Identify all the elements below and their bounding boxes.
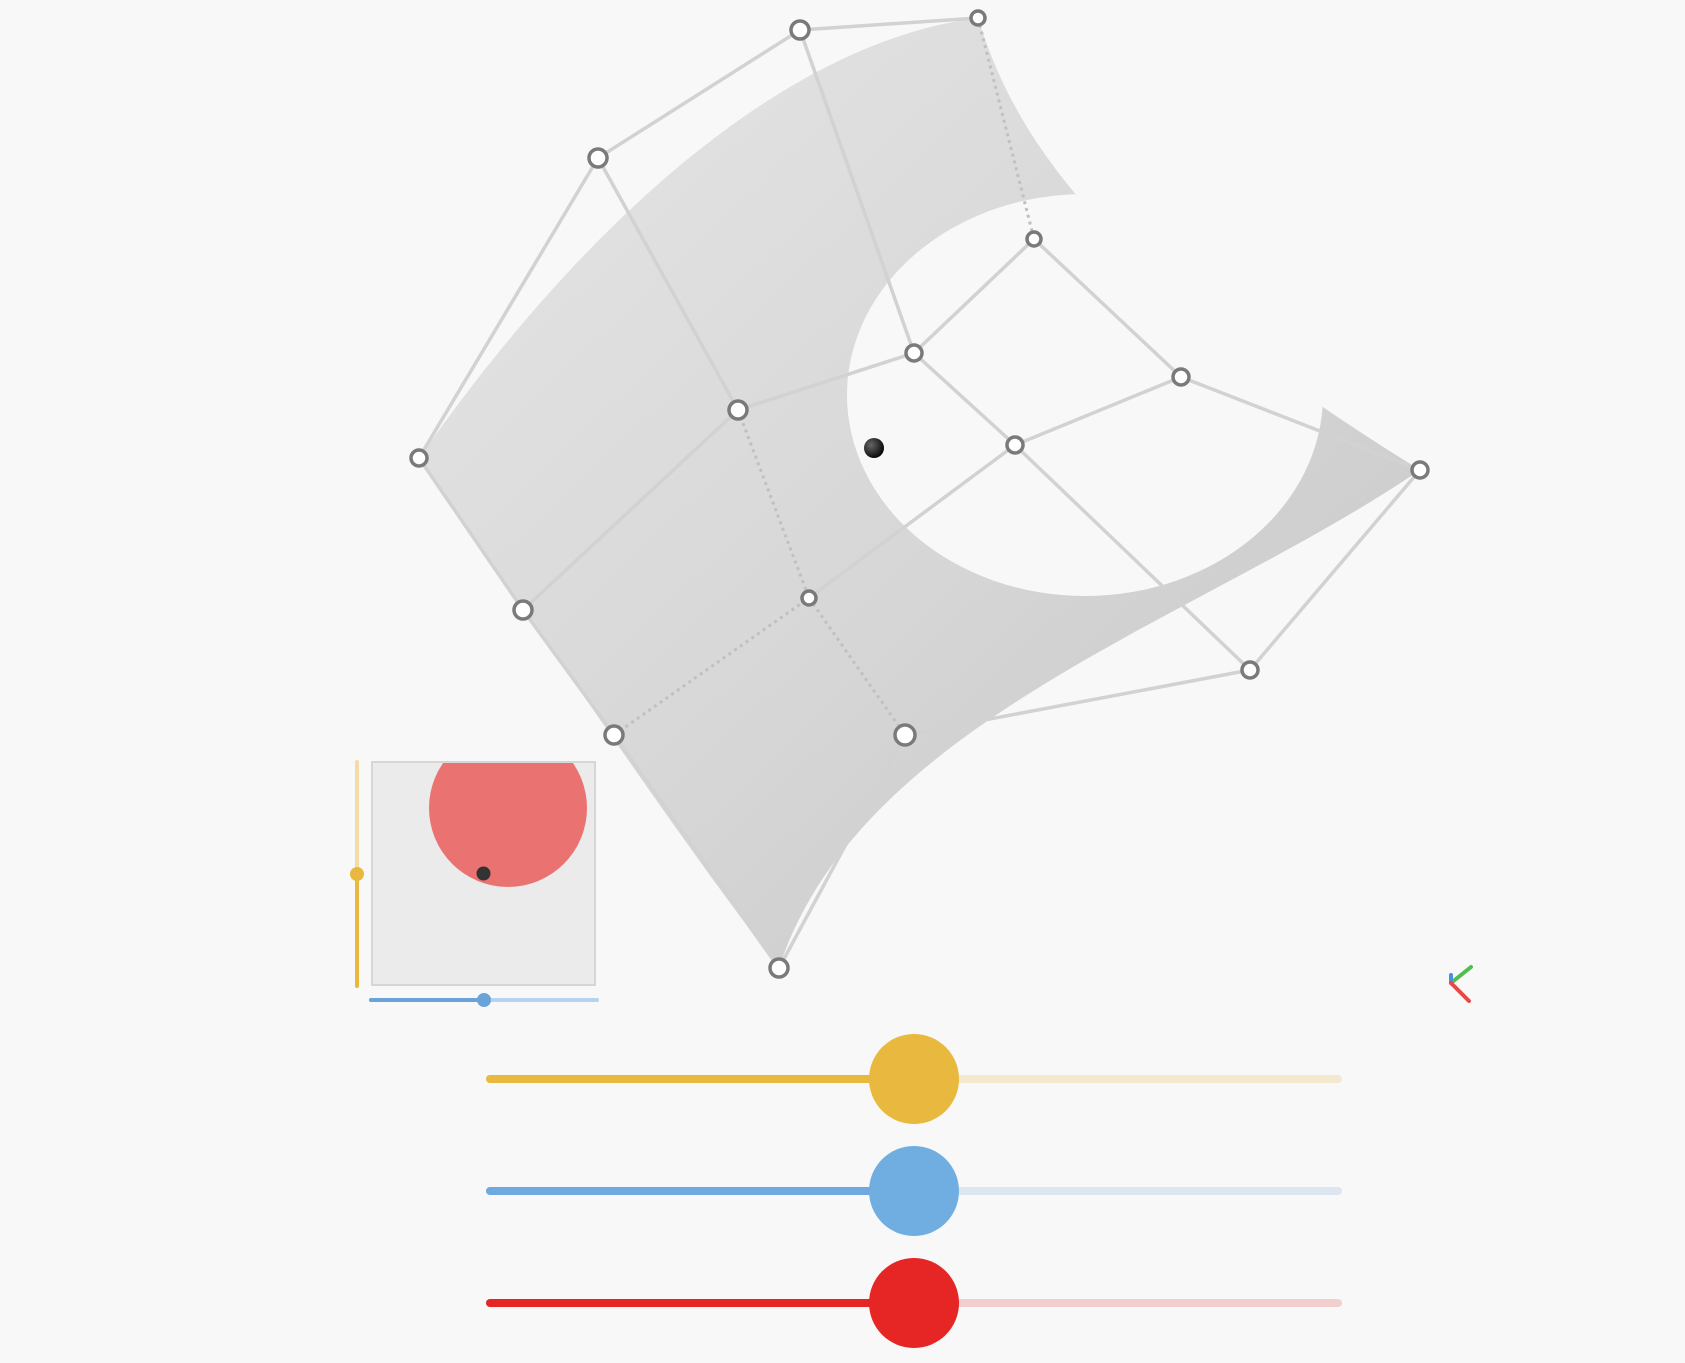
control-net-segment <box>521 608 616 737</box>
control-point-p00[interactable] <box>409 448 429 468</box>
blue-slider-thumb[interactable] <box>869 1146 959 1236</box>
control-net-segment <box>612 733 781 970</box>
yellow-slider[interactable] <box>486 1034 1342 1124</box>
control-net-segment <box>1032 237 1183 379</box>
control-net-segment <box>777 734 907 969</box>
control-point-p32[interactable] <box>1171 367 1191 387</box>
control-point-p20[interactable] <box>789 19 811 41</box>
blue-slider[interactable] <box>486 1146 1342 1236</box>
v-knob[interactable] <box>350 867 364 881</box>
control-net-segment <box>912 237 1036 355</box>
v-fill <box>355 874 359 988</box>
control-net-segment <box>1014 375 1182 447</box>
v-parameter-bar[interactable] <box>350 760 364 988</box>
control-points[interactable] <box>409 9 1430 979</box>
control-point-p12[interactable] <box>800 589 818 607</box>
control-net <box>417 16 1422 970</box>
control-net-segment <box>417 457 525 611</box>
control-point-p03[interactable] <box>768 957 790 979</box>
control-point-p23[interactable] <box>1240 660 1260 680</box>
control-net-segment <box>737 351 915 412</box>
control-point-p13[interactable] <box>893 723 917 747</box>
bezier-surface[interactable] <box>419 18 1420 968</box>
control-net-segment <box>596 157 740 411</box>
blue-slider-fill <box>486 1187 914 1195</box>
red-slider-thumb[interactable] <box>869 1258 959 1348</box>
uv-domain-panel[interactable] <box>371 761 596 986</box>
control-net-segment <box>597 28 801 160</box>
control-point-p02[interactable] <box>603 724 625 746</box>
control-point-p10[interactable] <box>587 147 609 169</box>
control-point-p01[interactable] <box>512 599 534 621</box>
red-slider-fill <box>486 1299 914 1307</box>
control-point-p11[interactable] <box>727 399 749 421</box>
control-point-p30[interactable] <box>969 9 987 27</box>
control-net-segment <box>1248 468 1422 672</box>
control-net-segment <box>1013 443 1252 672</box>
control-net-segment <box>807 443 1017 600</box>
u-fill <box>369 998 484 1002</box>
control-net-segment <box>521 408 740 612</box>
control-point-p33[interactable] <box>1410 460 1430 480</box>
axes-gizmo-icon[interactable] <box>1445 963 1477 1005</box>
control-net-segment <box>904 668 1251 737</box>
control-net-segment <box>417 157 600 459</box>
control-net-segment <box>1180 375 1421 472</box>
red-slider[interactable] <box>486 1258 1342 1348</box>
yellow-slider-thumb[interactable] <box>869 1034 959 1124</box>
control-net-segment <box>798 29 916 354</box>
control-point-p31[interactable] <box>1025 230 1043 248</box>
surface-point-marker[interactable] <box>864 438 884 458</box>
uv-point[interactable] <box>476 866 491 881</box>
u-parameter-bar[interactable] <box>369 993 599 1007</box>
control-net-segment <box>912 351 1017 447</box>
yellow-slider-fill <box>486 1075 914 1083</box>
trim-disc-icon <box>429 763 587 887</box>
control-net-segment <box>799 16 979 32</box>
u-knob[interactable] <box>477 993 491 1007</box>
control-point-p22[interactable] <box>1005 435 1025 455</box>
control-point-p21[interactable] <box>904 343 924 363</box>
